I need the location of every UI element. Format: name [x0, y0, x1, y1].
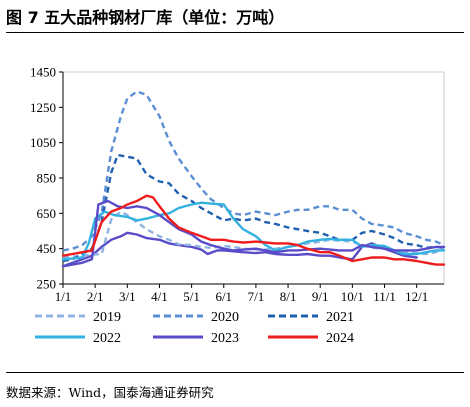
- series-line-2021: [62, 153, 445, 263]
- data-source-note: 数据来源：Wind，国泰海通证券研究: [6, 385, 214, 400]
- x-tick-label: 4/1: [151, 289, 168, 304]
- x-tick-label: 8/1: [280, 289, 297, 304]
- x-tick-label: 12/1: [405, 289, 428, 304]
- x-tick-label: 9/1: [312, 289, 329, 304]
- y-tick-label: 250: [37, 277, 57, 292]
- x-tick-label: 1/1: [55, 289, 72, 304]
- x-tick-label: 11/1: [373, 289, 396, 304]
- chart-series: [61, 90, 446, 268]
- y-tick-label: 450: [37, 241, 57, 256]
- legend-label-2021: 2021: [326, 310, 354, 325]
- chart-axes: 250 450 650 850 1050 1250 1450 1/1 2/1 3/1 4/1 5/1 6…: [30, 65, 445, 304]
- source-divider: [6, 372, 464, 373]
- x-tick-label: 10/1: [341, 289, 364, 304]
- series-line-2024: [61, 194, 446, 266]
- legend-label-2024: 2024: [326, 331, 354, 346]
- y-tick-label: 1450: [30, 65, 56, 80]
- chart-legend: 2019 2020 2021 2022 2023 2024: [35, 310, 354, 346]
- legend-label-2019: 2019: [93, 310, 121, 325]
- x-tick-label: 5/1: [183, 289, 200, 304]
- x-tick-label: 2/1: [87, 289, 104, 304]
- series-line-2022: [61, 201, 446, 261]
- legend-label-2023: 2023: [211, 331, 239, 346]
- x-tick-label: 3/1: [119, 289, 136, 304]
- legend-label-2020: 2020: [211, 310, 239, 325]
- y-tick-label: 1050: [30, 135, 56, 150]
- series-line-2025: [61, 231, 418, 268]
- y-tick-label: 650: [37, 206, 57, 221]
- title-divider: [6, 32, 464, 33]
- series-line-2020: [62, 90, 445, 252]
- x-tick-label: 6/1: [215, 289, 232, 304]
- y-tick-label: 850: [37, 171, 57, 186]
- y-tick-label: 1250: [30, 100, 56, 115]
- figure-title: 图 7 五大品种钢材厂库（单位：万吨）: [6, 8, 285, 27]
- legend-label-2022: 2022: [93, 331, 121, 346]
- x-tick-label: 7/1: [248, 289, 265, 304]
- series-line-2023: [61, 199, 446, 268]
